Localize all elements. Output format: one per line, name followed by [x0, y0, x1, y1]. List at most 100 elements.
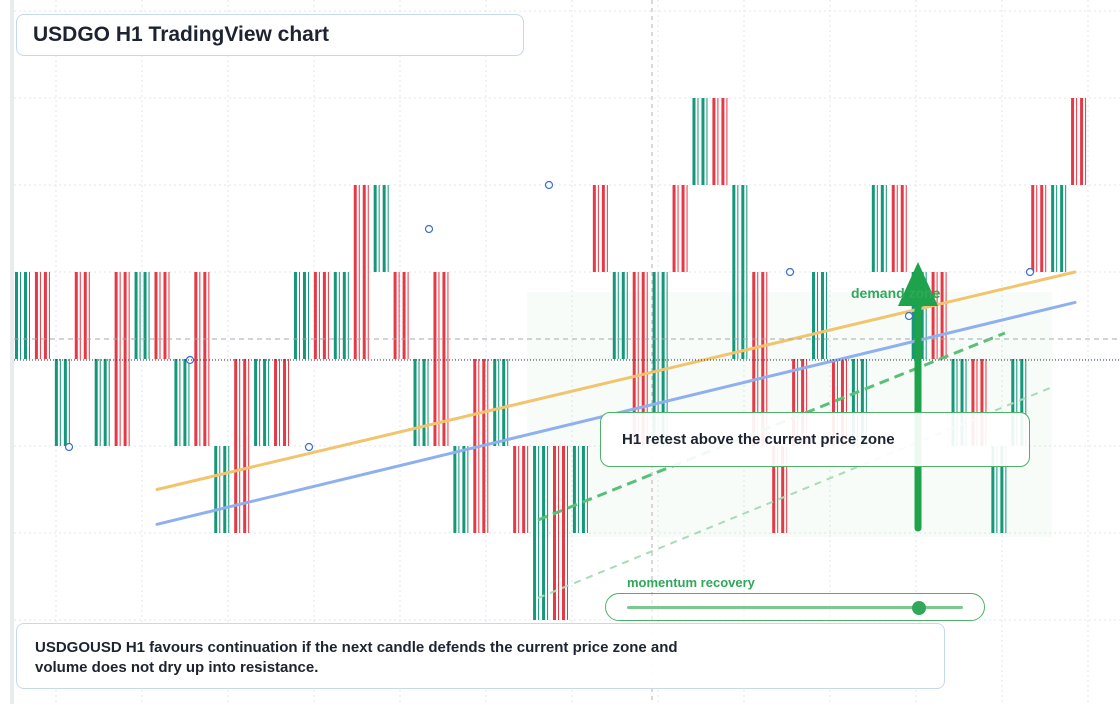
pivot-marker[interactable] — [785, 267, 795, 277]
candle-body — [453, 446, 457, 533]
candle-wick — [199, 272, 201, 446]
candle-wick — [956, 359, 958, 446]
candle-wick — [179, 359, 181, 446]
candle-wick — [108, 359, 110, 446]
pivot-marker[interactable] — [424, 224, 434, 234]
candle-body — [701, 98, 705, 185]
candle — [154, 272, 170, 359]
candle-wick — [407, 272, 409, 359]
candle-body — [851, 359, 855, 446]
candle-wick — [766, 272, 768, 446]
candle-wick — [248, 359, 250, 533]
candle-wick — [307, 272, 309, 359]
candle-wick — [99, 359, 101, 446]
pivot-marker[interactable] — [544, 180, 554, 190]
candle — [174, 359, 190, 446]
candle-wick — [567, 446, 568, 620]
retest-callout-text: H1 retest above the current price zone — [622, 431, 895, 448]
candle-body — [581, 446, 585, 533]
candle-body — [911, 272, 915, 359]
candle-body — [382, 185, 386, 272]
candle-wick — [338, 272, 340, 359]
candle-body — [163, 272, 167, 359]
candle-wick — [606, 185, 608, 272]
candle-wick — [79, 272, 81, 359]
candle-wick — [1005, 446, 1007, 533]
candle-wick — [148, 272, 150, 359]
candle — [871, 185, 887, 272]
candle-body — [542, 446, 546, 620]
candle-body — [194, 272, 198, 446]
candle-body — [154, 272, 158, 359]
candle-wick — [128, 272, 130, 446]
candle-body — [413, 359, 417, 446]
candle-body — [24, 272, 27, 359]
candle-body — [900, 185, 904, 272]
pivot-marker[interactable] — [1025, 267, 1035, 277]
candle-body — [442, 272, 446, 446]
candle-body — [661, 272, 665, 446]
candle-wick — [717, 98, 719, 185]
candle — [15, 272, 30, 359]
candle-body — [741, 185, 745, 359]
candle-wick — [208, 272, 210, 446]
candle-body — [732, 185, 736, 359]
pivot-marker[interactable] — [304, 442, 314, 452]
candle-wick — [925, 272, 927, 359]
candle-body — [831, 359, 835, 446]
candle-body — [94, 359, 98, 446]
candle-wick — [427, 359, 429, 446]
pivot-marker[interactable] — [185, 355, 195, 365]
candle-body — [362, 185, 366, 359]
candle-body — [752, 272, 756, 446]
candle-body — [462, 446, 466, 533]
candle-body — [801, 359, 805, 446]
pivot-marker[interactable] — [904, 311, 914, 321]
candle — [313, 272, 329, 359]
candle-wick — [646, 272, 648, 446]
candle-body — [1020, 359, 1024, 446]
pivot-marker[interactable] — [64, 442, 74, 452]
candle-wick — [288, 359, 290, 446]
candle-wick — [945, 272, 947, 359]
candle-body — [1080, 98, 1084, 185]
candle-wick — [697, 98, 699, 185]
candle-wick — [657, 272, 659, 446]
candle-wick — [1036, 185, 1038, 272]
candle-body — [15, 272, 18, 359]
analysis-note-line-1: USDGOUSD H1 favours continuation if the … — [35, 639, 678, 656]
candle-body — [562, 446, 565, 620]
candle — [553, 446, 568, 620]
candle-body — [174, 359, 178, 446]
candle — [1051, 185, 1067, 272]
candle — [393, 272, 409, 359]
candle-body — [572, 446, 576, 533]
candle-body — [612, 272, 616, 359]
momentum-label: momentum recovery — [627, 575, 755, 590]
candle-wick — [188, 359, 190, 446]
candle — [234, 359, 250, 533]
candle-wick — [367, 185, 369, 359]
candle — [891, 185, 907, 272]
candle-wick — [1076, 98, 1078, 185]
candle-wick — [626, 272, 628, 359]
candle-body — [243, 359, 247, 533]
demand-zone-label: demand zone — [851, 285, 941, 301]
candle — [951, 359, 967, 446]
candle-wick — [487, 359, 489, 533]
candle — [812, 272, 828, 359]
candle — [612, 272, 628, 359]
candle — [433, 272, 449, 446]
candle-wick — [518, 446, 520, 533]
candle-body — [123, 272, 127, 446]
candle-body — [353, 185, 357, 359]
candle-body — [1031, 185, 1035, 272]
candle-body — [402, 272, 406, 359]
momentum-knob[interactable] — [912, 601, 927, 615]
chart-title-panel: USDGO H1 TradingView chart — [16, 14, 524, 56]
candle — [34, 272, 50, 359]
candle — [732, 185, 748, 359]
candle-wick — [1025, 359, 1027, 446]
momentum-slider[interactable] — [605, 593, 985, 621]
candle-body — [83, 272, 87, 359]
